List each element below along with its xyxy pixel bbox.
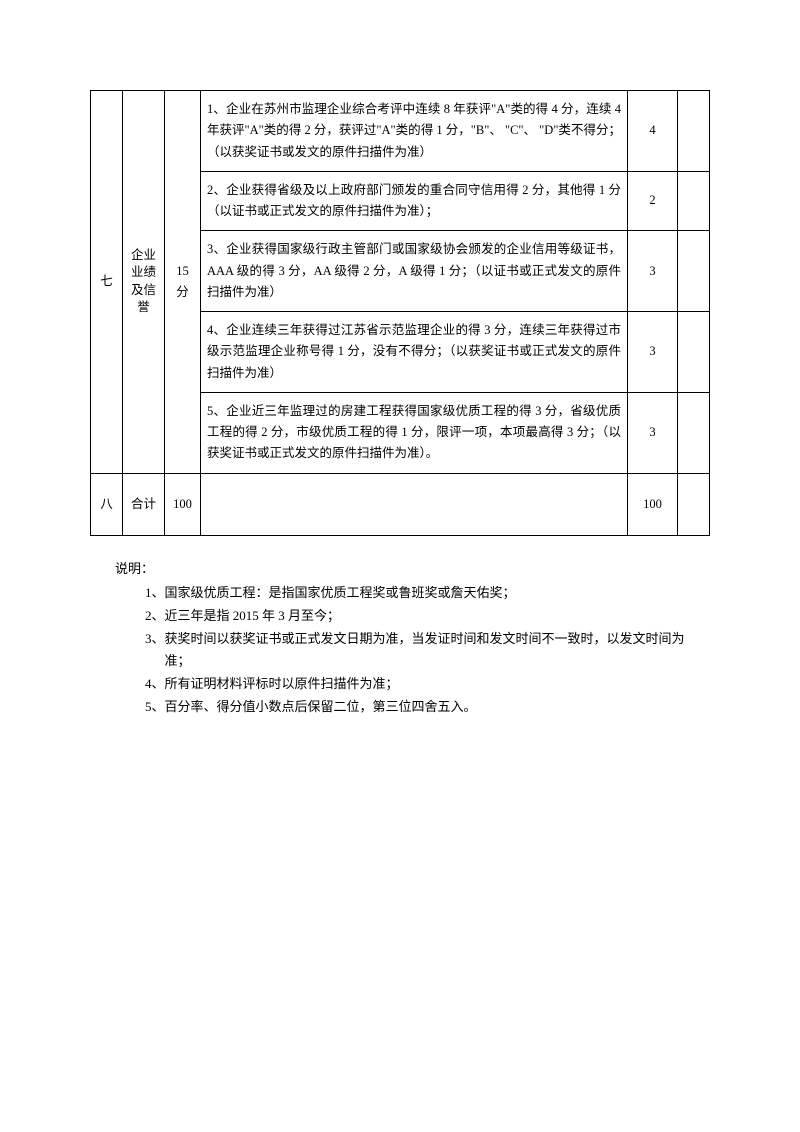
empty-cell bbox=[678, 473, 710, 535]
max-score-cell: 100 bbox=[165, 473, 201, 535]
scoring-table: 七 企业业绩及信誉 15分 1、企业在苏州市监理企业综合考评中连续 8 年获评"… bbox=[90, 90, 710, 536]
notes-section: 说明： 1、国家级优质工程：是指国家优质工程奖或鲁班奖或詹天佑奖； 2、近三年是… bbox=[115, 558, 710, 719]
criteria-desc bbox=[201, 473, 628, 535]
empty-cell bbox=[678, 231, 710, 312]
criteria-points: 3 bbox=[628, 392, 678, 473]
criteria-points: 2 bbox=[628, 171, 678, 231]
notes-item: 4、所有证明材料评标时以原件扫描件为准； bbox=[145, 673, 710, 695]
empty-cell bbox=[678, 312, 710, 393]
table-row-total: 八 合计 100 100 bbox=[91, 473, 710, 535]
criteria-points: 3 bbox=[628, 312, 678, 393]
row-number: 八 bbox=[91, 473, 123, 535]
notes-item: 2、近三年是指 2015 年 3 月至今； bbox=[145, 605, 710, 627]
category-cell: 合计 bbox=[123, 473, 165, 535]
criteria-points: 4 bbox=[628, 91, 678, 172]
criteria-desc: 4、企业连续三年获得过江苏省示范监理企业的得 3 分，连续三年获得过市级示范监理… bbox=[201, 312, 628, 393]
empty-cell bbox=[678, 392, 710, 473]
row-number: 七 bbox=[91, 91, 123, 474]
criteria-desc: 5、企业近三年监理过的房建工程获得国家级优质工程的得 3 分，省级优质工程的得 … bbox=[201, 392, 628, 473]
table-row: 七 企业业绩及信誉 15分 1、企业在苏州市监理企业综合考评中连续 8 年获评"… bbox=[91, 91, 710, 172]
empty-cell bbox=[678, 171, 710, 231]
criteria-desc: 3、企业获得国家级行政主管部门或国家级协会颁发的企业信用等级证书，AAA 级的得… bbox=[201, 231, 628, 312]
notes-item: 3、获奖时间以获奖证书或正式发文日期为准，当发证时间和发文时间不一致时，以发文时… bbox=[145, 628, 710, 672]
category-cell: 企业业绩及信誉 bbox=[123, 91, 165, 474]
criteria-desc: 2、企业获得省级及以上政府部门颁发的重合同守信用得 2 分，其他得 1 分（以证… bbox=[201, 171, 628, 231]
notes-item: 1、国家级优质工程：是指国家优质工程奖或鲁班奖或詹天佑奖； bbox=[145, 582, 710, 604]
criteria-desc: 1、企业在苏州市监理企业综合考评中连续 8 年获评"A"类的得 4 分，连续 4… bbox=[201, 91, 628, 172]
criteria-points: 100 bbox=[628, 473, 678, 535]
notes-list: 1、国家级优质工程：是指国家优质工程奖或鲁班奖或詹天佑奖； 2、近三年是指 20… bbox=[115, 582, 710, 719]
criteria-points: 3 bbox=[628, 231, 678, 312]
empty-cell bbox=[678, 91, 710, 172]
notes-title: 说明： bbox=[115, 558, 710, 580]
max-score-cell: 15分 bbox=[165, 91, 201, 474]
notes-item: 5、百分率、得分值小数点后保留二位，第三位四舍五入。 bbox=[145, 696, 710, 718]
